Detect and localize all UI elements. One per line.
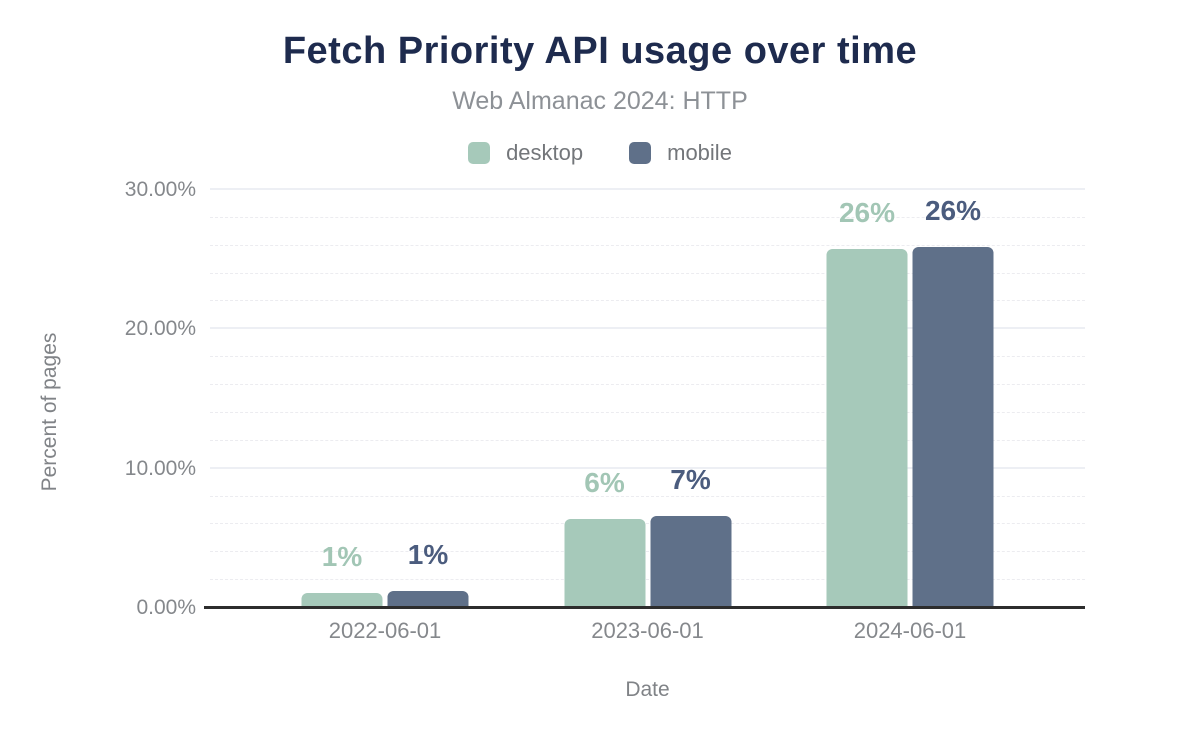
minor-gridline [210, 523, 1085, 525]
minor-gridline [210, 579, 1085, 581]
data-label-desktop: 26% [838, 196, 896, 228]
minor-gridline [210, 356, 1085, 358]
data-label-desktop: 1% [321, 540, 363, 572]
minor-gridline [210, 300, 1085, 302]
bar-desktop-2022-06-01 [301, 592, 383, 608]
major-gridline [210, 327, 1085, 330]
bar-mobile-2023-06-01 [650, 516, 731, 608]
legend-label-desktop: desktop [506, 140, 584, 165]
x-tick-label: 2024-06-01 [853, 618, 967, 643]
minor-gridline [210, 439, 1085, 441]
chart-title: Fetch Priority API usage over time [282, 30, 918, 72]
minor-gridline [210, 384, 1085, 386]
major-gridline [210, 466, 1085, 469]
bar-cell: 26% [826, 196, 908, 608]
bar-cell: 1% [301, 540, 383, 608]
chart-subtitle: Web Almanac 2024: HTTP [452, 87, 748, 115]
x-axis-title: Date [625, 678, 670, 701]
mobile-legend-swatch-icon [629, 142, 652, 164]
bar-cell: 6% [564, 467, 645, 608]
legend-item-mobile[interactable]: mobile [629, 140, 732, 166]
minor-gridline [210, 411, 1085, 413]
bar-mobile-2022-06-01 [387, 590, 469, 608]
minor-gridline [210, 244, 1085, 246]
bar-group: 6% 7% [564, 464, 731, 608]
y-tick-label: 10.00% [124, 456, 196, 480]
data-label-desktop: 6% [584, 466, 625, 498]
bar-cell: 26% [912, 195, 994, 608]
major-gridline [210, 188, 1085, 190]
minor-gridline [210, 551, 1085, 553]
minor-gridline [210, 216, 1085, 218]
bar-group: 26% 26% [826, 195, 994, 608]
legend-item-desktop[interactable]: desktop [468, 140, 583, 166]
plot-area: 0.00% 10.00% 20.00% 30.00% 1% 1% 6% 7% 26% 26% [125, 178, 1085, 619]
y-axis-title: Percent of pages [38, 332, 61, 492]
y-tick-label: 30.00% [124, 178, 196, 201]
bar-cell: 1% [387, 538, 469, 608]
x-tick-label: 2022-06-01 [328, 618, 442, 643]
x-tick-labels: 2022-06-01 2023-06-01 2024-06-01 [210, 618, 1085, 648]
bar-cell: 7% [650, 464, 731, 608]
legend-label-mobile: mobile [667, 140, 732, 165]
minor-gridline [210, 272, 1085, 274]
bar-desktop-2023-06-01 [564, 518, 645, 608]
desktop-legend-swatch-icon [468, 142, 491, 164]
data-label-mobile: 7% [670, 464, 711, 496]
data-label-mobile: 1% [407, 538, 449, 570]
bar-group: 1% 1% [301, 538, 469, 608]
x-axis-line [204, 606, 1085, 609]
legend: desktop mobile [0, 140, 1200, 166]
bar-mobile-2024-06-01 [912, 247, 994, 608]
bar-desktop-2024-06-01 [826, 248, 908, 608]
data-label-mobile: 26% [924, 195, 982, 227]
x-tick-label: 2023-06-01 [591, 618, 704, 643]
minor-gridline [210, 495, 1085, 497]
y-tick-label: 0.00% [136, 596, 196, 619]
y-tick-label: 20.00% [124, 317, 196, 341]
